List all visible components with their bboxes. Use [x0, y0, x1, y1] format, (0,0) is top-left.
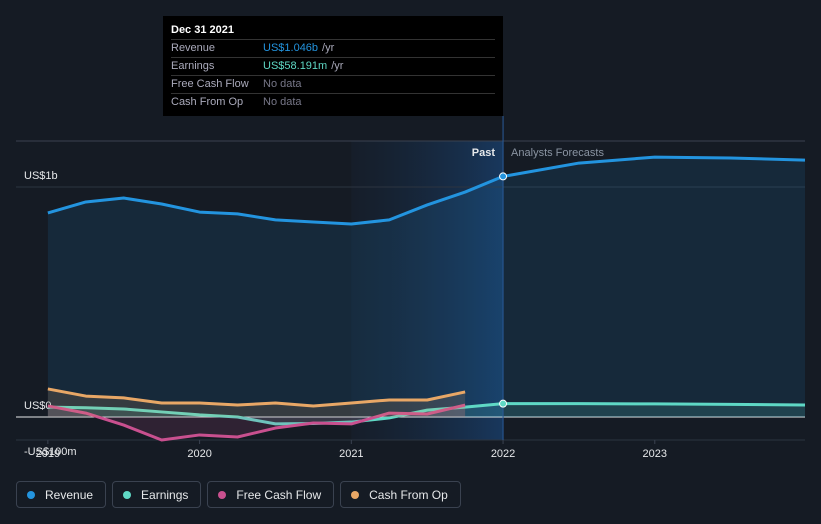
tooltip-key: Earnings: [171, 60, 215, 72]
legend-label: Cash From Op: [369, 487, 448, 502]
tooltip-row: Free Cash Flow No data: [171, 75, 495, 93]
series-line: [47, 155, 806, 226]
series-line: [47, 402, 806, 426]
y-tick-label: US$0: [24, 400, 52, 412]
tooltip-unit: /yr: [322, 42, 335, 54]
x-tick-label: 2022: [491, 448, 515, 460]
tooltip-row: Earnings US$58.191m/yr: [171, 57, 495, 75]
legend-label: Revenue: [45, 487, 94, 502]
tooltip-unit: /yr: [331, 60, 344, 72]
x-tick-label: 2020: [187, 448, 211, 460]
tooltip-key: Cash From Op: [171, 96, 244, 108]
tooltip-key: Free Cash Flow: [171, 78, 249, 90]
tooltip: Dec 31 2021 Revenue US$1.046b/yr Earnings U…: [163, 16, 503, 116]
tooltip-value: US$1.046b: [263, 42, 319, 54]
legend-button[interactable]: Cash From Op: [340, 481, 461, 508]
past-highlight: [351, 141, 504, 440]
series-area: [47, 157, 805, 417]
legend-dot: [123, 490, 132, 499]
legend-button[interactable]: Free Cash Flow: [207, 481, 335, 508]
past-label: Past: [472, 147, 496, 159]
point-marker: [499, 172, 508, 181]
legend-label: Free Cash Flow: [236, 487, 322, 502]
legend: Revenue Earnings Free Cash Flow Cash From O…: [16, 481, 461, 508]
tooltip-row: Cash From Op No data: [171, 93, 495, 111]
tooltip-value: US$58.191m: [263, 60, 328, 72]
legend-button[interactable]: Earnings: [112, 481, 202, 508]
series-line: [47, 403, 466, 442]
tooltip-value: No data: [263, 78, 302, 90]
y-tick-label: US$1b: [24, 170, 58, 182]
tooltip-date: Dec 31 2021: [171, 24, 234, 36]
tooltip-key: Revenue: [171, 42, 216, 54]
x-tick-label: 2019: [36, 448, 60, 460]
x-tick-label: 2023: [643, 448, 667, 460]
legend-dot: [27, 490, 35, 499]
tooltip-row: Revenue US$1.046b/yr: [171, 39, 495, 57]
series-area: [47, 405, 466, 440]
y-tick-label: -US$100m: [24, 446, 77, 458]
forecast-label: Analysts Forecasts: [511, 147, 604, 159]
series-area: [47, 388, 466, 417]
legend-button[interactable]: Revenue: [16, 481, 107, 508]
series-line: [47, 387, 466, 408]
legend-dot: [351, 490, 360, 499]
tooltip-value: No data: [263, 96, 302, 108]
point-marker: [499, 399, 508, 408]
x-tick-label: 2021: [339, 448, 363, 460]
legend-label: Earnings: [141, 487, 189, 502]
legend-dot: [218, 490, 227, 499]
